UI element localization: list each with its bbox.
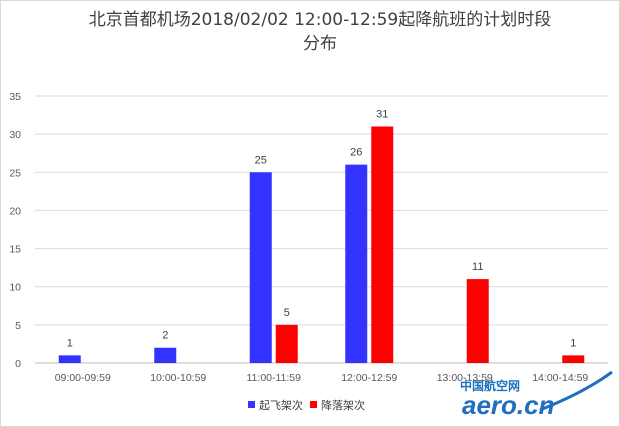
- gridlines: [35, 95, 608, 364]
- bar: [562, 355, 585, 363]
- legend-label: 降落架次: [321, 398, 365, 412]
- x-axis: 09:00-09:59 10:00-10:59 11:00-11:59 12:00-1…: [55, 372, 589, 384]
- data-label: 5: [284, 307, 290, 319]
- chart-title-line1: 北京首都机场2018/02/02 12:00-12:59起降航班的计划时段: [88, 10, 552, 30]
- watermark-en: aero.cn: [462, 390, 555, 420]
- y-axis: 0 5 10 15 20 25 30 35: [9, 91, 21, 370]
- x-tick-label: 10:00-10:59: [150, 372, 206, 384]
- bar: [154, 347, 177, 363]
- bar: [249, 172, 272, 363]
- x-tick-label: 09:00-09:59: [55, 372, 111, 384]
- bar: [345, 164, 368, 363]
- bar: [275, 324, 298, 363]
- watermark-swoosh: [539, 370, 613, 412]
- chart-title: 北京首都机场2018/02/02 12:00-12:59起降航班的计划时段 分布: [40, 8, 600, 56]
- data-label: 1: [67, 337, 73, 349]
- watermark-cn: 中国航空网: [460, 378, 520, 393]
- y-tick-label: 0: [15, 358, 21, 370]
- chart-title-line2: 分布: [303, 34, 337, 54]
- data-label: 25: [255, 154, 267, 166]
- bar: [58, 355, 81, 363]
- x-tick-label: 12:00-12:59: [341, 372, 397, 384]
- data-label: 1: [570, 337, 576, 349]
- data-label: 11: [472, 261, 483, 273]
- bar: [371, 126, 394, 363]
- x-tick-label: 11:00-11:59: [247, 372, 302, 384]
- legend-swatch: [248, 401, 255, 408]
- y-tick-label: 15: [9, 244, 21, 256]
- bars: [58, 126, 585, 363]
- x-tick-label: 13:00-13:59: [437, 372, 493, 384]
- legend-swatch: [310, 401, 317, 408]
- data-label: 31: [376, 109, 388, 121]
- y-tick-label: 35: [9, 91, 21, 103]
- legend-label: 起飞架次: [259, 398, 303, 412]
- x-tick-label: 14:00-14:59: [532, 372, 588, 384]
- y-tick-label: 5: [15, 320, 21, 332]
- y-tick-label: 20: [9, 205, 21, 217]
- legend: 起飞架次 降落架次: [248, 398, 365, 412]
- bar: [466, 279, 489, 363]
- aero-cn-watermark: 中国航空网 aero.cn: [460, 370, 613, 420]
- y-tick-label: 10: [9, 282, 21, 294]
- data-label: 26: [350, 147, 362, 159]
- y-tick-label: 25: [9, 167, 21, 179]
- data-label: 2: [162, 330, 168, 342]
- y-tick-label: 30: [9, 129, 21, 141]
